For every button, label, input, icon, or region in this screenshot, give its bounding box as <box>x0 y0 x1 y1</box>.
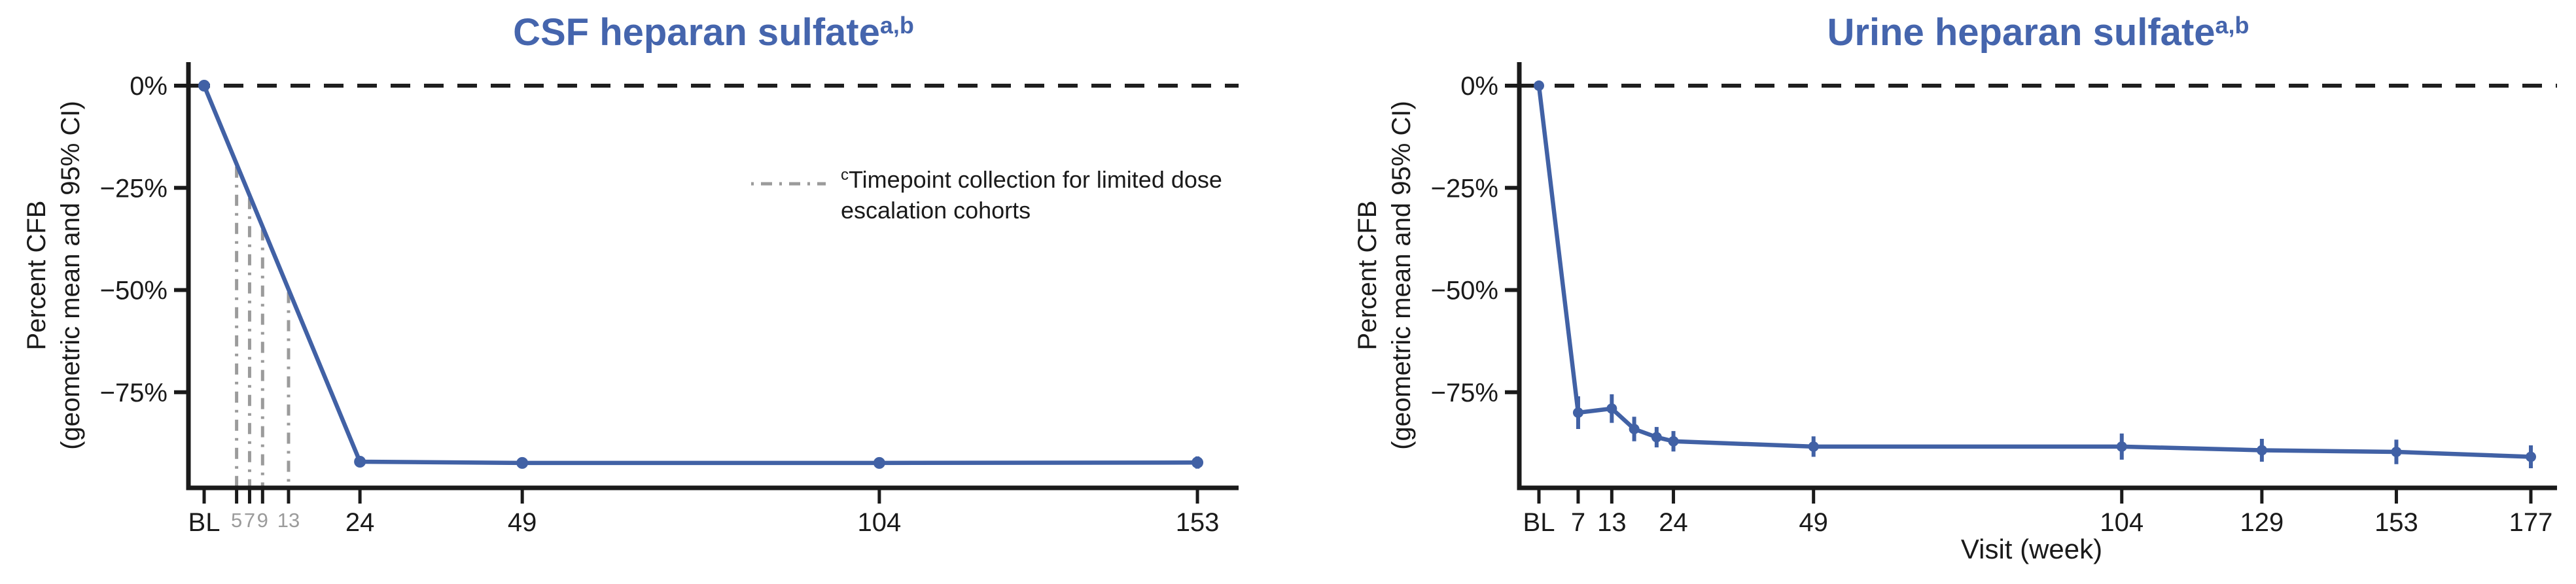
urine-series-line <box>1536 83 2533 459</box>
csf-data-point-week-0 <box>198 80 210 92</box>
urine-x-tick-label-177: 177 <box>2509 508 2553 537</box>
urine-data-point-week-7 <box>1572 407 1583 418</box>
urine-y-axis-label-line1: Percent CFB <box>1353 200 1382 351</box>
urine-data-point-week-177 <box>2526 451 2537 462</box>
csf-title-text: CSF heparan sulfate <box>513 11 880 54</box>
urine-y-tick-label-−50%: −50% <box>1431 277 1498 305</box>
csf-title-superscript: a,b <box>879 12 914 39</box>
csf-x-tick-label-49: 49 <box>508 508 537 537</box>
csf-legend-superscript: c <box>841 166 849 184</box>
urine-y-tick-label-−75%: −75% <box>1431 379 1498 407</box>
csf-legend-text-line1: Timepoint collection for limited dose <box>849 166 1222 193</box>
csf-x-tick-label-5: 5 <box>231 509 242 532</box>
csf-data-point-week-24 <box>354 456 366 468</box>
csf-x-tick-label-BL: BL <box>188 508 221 537</box>
csf-data-point-week-104 <box>873 456 885 469</box>
urine-chart-title: Urine heparan sulfatea,b <box>1519 10 2557 54</box>
csf-x-tick-label-24: 24 <box>345 508 375 537</box>
urine-data-point-week-49 <box>1808 441 1819 452</box>
urine-x-tick-label-49: 49 <box>1799 508 1828 537</box>
csf-legend-text-line2: escalation cohorts <box>841 197 1031 224</box>
csf-series-line <box>202 83 1200 466</box>
csf-x-tick-label-153: 153 <box>1176 508 1220 537</box>
urine-data-point-week-17 <box>1629 424 1640 434</box>
urine-data-point-week-104 <box>2116 441 2127 452</box>
urine-data-point-week-0 <box>1534 80 1544 91</box>
csf-chart-title: CSF heparan sulfatea,b <box>188 10 1239 54</box>
csf-x-tick-label-7: 7 <box>244 509 255 532</box>
urine-data-point-week-129 <box>2256 445 2267 456</box>
csf-x-tick-label-9: 9 <box>257 509 268 532</box>
urine-title-superscript: a,b <box>2215 12 2250 39</box>
urine-x-tick-label-153: 153 <box>2374 508 2418 537</box>
urine-data-point-week-13 <box>1606 403 1617 414</box>
urine-y-tick-label-−25%: −25% <box>1431 174 1498 203</box>
urine-x-tick-label-13: 13 <box>1597 508 1627 537</box>
csf-y-tick-label-−75%: −75% <box>100 379 168 407</box>
urine-data-point-week-21 <box>1651 432 1662 443</box>
csf-y-tick-label-−25%: −25% <box>100 174 168 203</box>
csf-y-tick-label-0%: 0% <box>130 72 168 101</box>
urine-x-tick-label-24: 24 <box>1659 508 1688 537</box>
csf-x-tick-label-13: 13 <box>277 509 300 532</box>
urine-y-tick-label-0%: 0% <box>1460 72 1498 101</box>
csf-y-tick-label-−50%: −50% <box>100 277 168 305</box>
csf-y-axis-label-line2: (geometric mean and 95% CI) <box>56 101 85 450</box>
urine-y-axis-label: Percent CFB (geometric mean and 95% CI) <box>1350 27 1422 524</box>
csf-data-point-week-49 <box>516 456 529 469</box>
urine-x-axis-label: Visit (week) <box>1960 534 2103 564</box>
urine-x-tick-label-129: 129 <box>2240 508 2284 537</box>
csf-legend: cTimepoint collection for limited dose e… <box>841 160 1222 226</box>
urine-title-text: Urine heparan sulfate <box>1827 11 2215 54</box>
csf-data-point-week-153 <box>1191 456 1204 469</box>
csf-y-axis-label: Percent CFB (geometric mean and 95% CI) <box>20 27 92 524</box>
urine-x-tick-label-7: 7 <box>1571 508 1585 537</box>
urine-data-point-week-153 <box>2391 447 2402 457</box>
urine-x-tick-label-104: 104 <box>2100 508 2144 537</box>
urine-data-point-week-24 <box>1668 436 1679 447</box>
csf-x-tick-label-104: 104 <box>858 508 902 537</box>
csf-y-axis-label-line1: Percent CFB <box>22 200 51 351</box>
urine-y-axis-label-line2: (geometric mean and 95% CI) <box>1387 101 1416 450</box>
urine-x-tick-label-BL: BL <box>1523 508 1555 537</box>
